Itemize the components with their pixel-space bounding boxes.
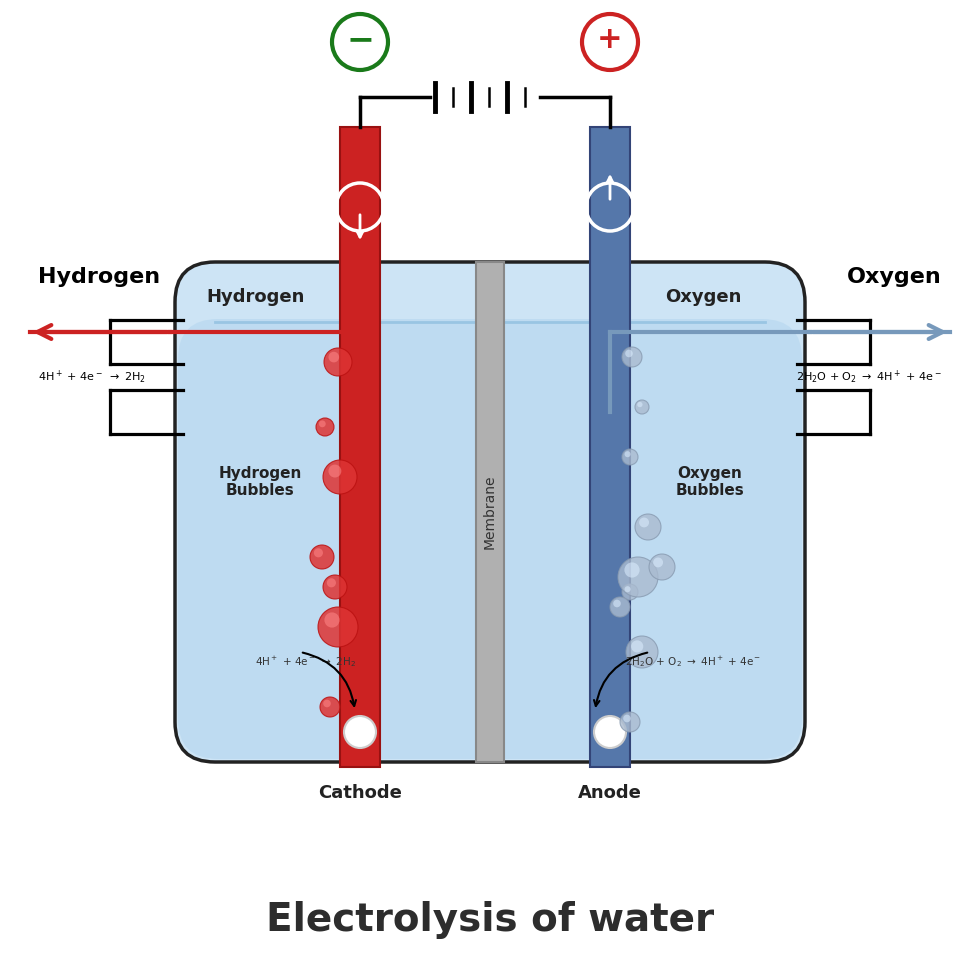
Circle shape	[320, 697, 340, 717]
Text: Oxygen: Oxygen	[665, 288, 742, 306]
Circle shape	[626, 636, 658, 668]
Circle shape	[623, 714, 631, 722]
Text: Hydrogen
Bubbles: Hydrogen Bubbles	[219, 466, 302, 498]
Circle shape	[625, 350, 633, 358]
Circle shape	[620, 712, 640, 732]
Text: Hydrogen: Hydrogen	[38, 267, 160, 287]
Circle shape	[324, 348, 352, 376]
Bar	[590, 127, 630, 767]
Circle shape	[610, 597, 630, 617]
Circle shape	[328, 465, 341, 477]
Circle shape	[622, 584, 638, 600]
Circle shape	[323, 460, 357, 494]
Circle shape	[622, 347, 642, 367]
Circle shape	[624, 586, 631, 592]
Circle shape	[594, 716, 626, 748]
Circle shape	[622, 449, 638, 465]
Circle shape	[310, 545, 334, 569]
Text: Oxygen
Bubbles: Oxygen Bubbles	[675, 466, 745, 498]
Text: Cathode: Cathode	[318, 784, 402, 802]
Text: −: −	[346, 24, 374, 57]
Circle shape	[318, 420, 325, 427]
Circle shape	[637, 402, 643, 408]
Bar	[340, 127, 380, 767]
Circle shape	[618, 557, 658, 597]
Circle shape	[323, 575, 347, 599]
Circle shape	[631, 640, 643, 653]
Circle shape	[316, 418, 334, 436]
Text: Oxygen: Oxygen	[848, 267, 942, 287]
Circle shape	[624, 451, 631, 458]
FancyBboxPatch shape	[175, 262, 805, 762]
Circle shape	[344, 716, 376, 748]
Circle shape	[324, 612, 340, 627]
Text: +: +	[597, 25, 623, 55]
Text: 4H$^+$ + 4e$^-$ $\rightarrow$ 2H$_2$: 4H$^+$ + 4e$^-$ $\rightarrow$ 2H$_2$	[255, 655, 356, 669]
Text: Hydrogen: Hydrogen	[207, 288, 305, 306]
Circle shape	[613, 600, 620, 608]
Text: 2H$_2$O + O$_2$ $\rightarrow$ 4H$^+$ + 4e$^-$: 2H$_2$O + O$_2$ $\rightarrow$ 4H$^+$ + 4…	[625, 655, 761, 669]
Circle shape	[328, 352, 339, 363]
Text: Membrane: Membrane	[483, 474, 497, 549]
Circle shape	[635, 400, 649, 414]
Circle shape	[639, 517, 649, 527]
FancyBboxPatch shape	[178, 319, 802, 759]
Circle shape	[332, 14, 388, 70]
Circle shape	[653, 558, 663, 567]
Circle shape	[323, 700, 331, 708]
Text: Anode: Anode	[578, 784, 642, 802]
Circle shape	[649, 554, 675, 580]
Text: Electrolysis of water: Electrolysis of water	[266, 901, 714, 939]
Text: 2H$_2$O + O$_2$ $\rightarrow$ 4H$^+$ + 4e$^-$: 2H$_2$O + O$_2$ $\rightarrow$ 4H$^+$ + 4…	[796, 368, 942, 385]
Bar	[476, 262, 504, 762]
Circle shape	[635, 514, 661, 540]
Text: 4H$^+$ + 4e$^-$ $\rightarrow$ 2H$_2$: 4H$^+$ + 4e$^-$ $\rightarrow$ 2H$_2$	[38, 368, 146, 385]
Circle shape	[624, 563, 640, 577]
Circle shape	[327, 578, 336, 587]
Circle shape	[318, 607, 358, 647]
Circle shape	[582, 14, 638, 70]
Circle shape	[314, 548, 323, 558]
